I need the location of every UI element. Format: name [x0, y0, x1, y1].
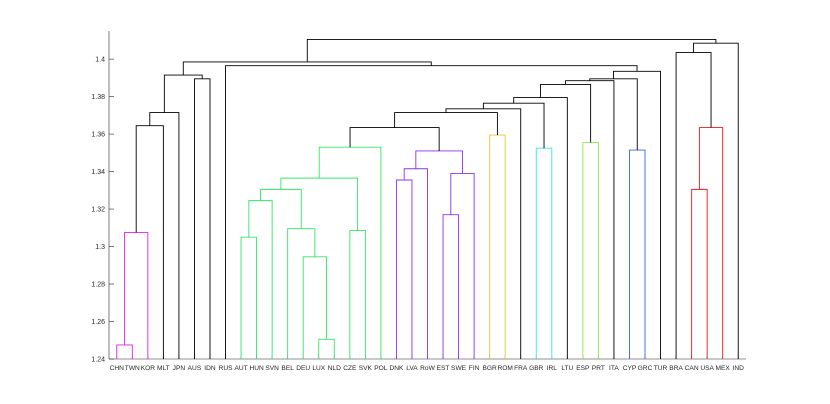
leaf-label-svk: SVK — [359, 365, 373, 372]
dendrogram-link-m6 — [163, 74, 203, 113]
y-tick-label: 1.26 — [91, 319, 105, 326]
dendrogram-link-m8 — [248, 200, 273, 359]
leaf-label-swe: SWE — [451, 365, 467, 372]
leaf-label-ita: ITA — [609, 365, 619, 372]
dendrogram-link-m12 — [260, 188, 302, 229]
leaf-label-cze: CZE — [343, 365, 357, 372]
dendrogram-link-m35 — [182, 61, 432, 76]
dendrogram-link-m37 — [698, 127, 724, 359]
dendrogram-link-m20 — [415, 150, 463, 174]
leaf-label-dnk: DNK — [389, 365, 404, 372]
leaf-label-grc: GRC — [638, 365, 653, 372]
dendrogram-link-m26 — [482, 102, 545, 149]
leaf-labels: CHN TWN KOR MLT JPN AUS IDN RUS AUT HUN SVN BEL DEU L… — [110, 365, 745, 372]
leaf-label-bel: BEL — [281, 365, 294, 372]
dendrogram-link-m13 — [349, 230, 366, 359]
dendrogram-link-m34 — [225, 65, 638, 359]
y-tick-label: 1.38 — [91, 94, 105, 101]
dendrogram-link-m7 — [240, 236, 258, 359]
leaf-label-tur: TUR — [654, 365, 668, 372]
dendrogram-link-m25 — [535, 147, 553, 359]
leaf-label-gbr: GBR — [529, 365, 544, 372]
dendrogram-link-m19 — [450, 172, 475, 359]
leaf-label-twn: TWN — [125, 365, 140, 372]
leaf-label-ind: IND — [733, 365, 745, 372]
y-tick-label: 1.24 — [91, 357, 105, 364]
leaf-label-ltu: LTU — [561, 365, 573, 372]
leaf-label-jpn: JPN — [173, 365, 186, 372]
dendrogram-link-m28 — [582, 142, 599, 359]
dendrogram-link-m29 — [540, 83, 592, 143]
leaf-label-cyp: CYP — [623, 365, 637, 372]
dendrogram-link-m36 — [691, 188, 708, 359]
dendrogram-link-m23 — [394, 112, 498, 136]
dendrogram-link-m10 — [302, 256, 327, 359]
dendrogram-link-m11 — [287, 228, 316, 359]
y-tick-label: 1.4 — [95, 57, 105, 64]
y-tick-label: 1.3 — [95, 244, 105, 251]
dendrogram-link-m18 — [442, 214, 460, 359]
dendrogram-link-m22 — [489, 134, 506, 359]
dendrogram-links — [116, 38, 739, 359]
dendrogram-link-m39 — [693, 42, 739, 359]
y-tick-label: 1.36 — [91, 132, 105, 139]
leaf-label-prt: PRT — [592, 365, 605, 372]
leaf-label-est: EST — [437, 365, 450, 372]
leaf-label-fin: FIN — [469, 365, 480, 372]
leaf-label-deu: DEU — [296, 365, 310, 372]
dendrogram-link-m24 — [445, 108, 522, 359]
y-tick-label: 1.32 — [91, 207, 105, 214]
y-tick-label: 1.34 — [91, 169, 105, 176]
dendrogram-link-m40 — [306, 38, 717, 62]
dendrogram-link-m14 — [280, 177, 359, 231]
leaf-label-svn: SVN — [265, 365, 279, 372]
dendrogram-link-m31 — [629, 149, 646, 359]
leaf-label-idn: IDN — [204, 365, 216, 372]
leaf-label-esp: ESP — [576, 365, 590, 372]
chart-axes: 1.24 1.26 1.28 1.3 1.32 1.34 1.36 1.38 1.4 — [91, 31, 746, 364]
leaf-label-irl: IRL — [547, 365, 558, 372]
leaf-label-usa: USA — [700, 365, 714, 372]
leaf-label-nld: NLD — [328, 365, 341, 372]
leaf-label-aus: AUS — [188, 365, 202, 372]
dendrogram-link-m9 — [318, 338, 335, 359]
leaf-label-row: RoW — [420, 365, 435, 372]
leaf-label-can: CAN — [685, 365, 699, 372]
leaf-label-aut: AUT — [234, 365, 247, 372]
leaf-label-mlt: MLT — [157, 365, 170, 372]
leaf-label-mex: MEX — [716, 365, 731, 372]
leaf-label-rus: RUS — [219, 365, 234, 372]
leaf-label-lva: LVA — [406, 365, 418, 372]
dendrogram-link-m32 — [589, 78, 638, 151]
dendrogram-link-m30 — [565, 80, 615, 359]
dendrogram-link-m27 — [513, 97, 568, 359]
leaf-label-rom: ROM — [497, 365, 512, 372]
dendrogram-link-m2 — [124, 232, 149, 359]
dendrogram-link-m16 — [395, 179, 413, 359]
leaf-label-hun: HUN — [249, 365, 264, 372]
leaf-label-lux: LUX — [312, 365, 325, 372]
leaf-label-kor: KOR — [141, 365, 156, 372]
y-tick-label: 1.28 — [91, 282, 105, 289]
dendrogram-link-m1 — [116, 344, 133, 359]
dendrogram-link-m15 — [318, 146, 382, 359]
leaf-label-fra: FRA — [514, 365, 528, 372]
leaf-label-chn: CHN — [110, 365, 125, 372]
dendrogram-link-m5 — [194, 78, 211, 359]
dendrogram-link-m38 — [675, 52, 712, 359]
leaf-label-bgr: BGR — [482, 365, 497, 372]
leaf-label-bra: BRA — [669, 365, 683, 372]
dendrogram-link-m4 — [149, 112, 180, 359]
dendrogram-link-m3 — [135, 125, 164, 359]
leaf-label-pol: POL — [374, 365, 388, 372]
dendrogram-link-m17 — [403, 168, 428, 359]
dendrogram-link-m21 — [349, 127, 440, 151]
